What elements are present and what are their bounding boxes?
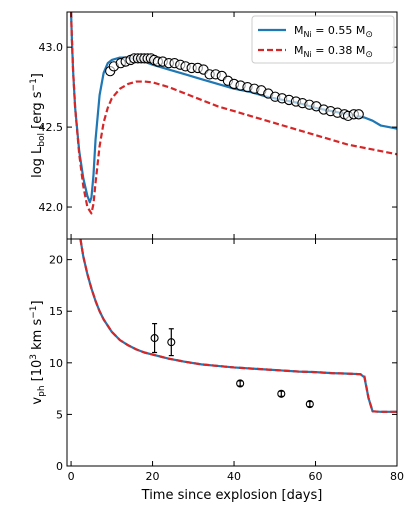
bottom-y-axis-label: vph [103 km s−1] [29,300,47,404]
xtick-label: 0 [68,470,75,483]
xtick-label: 20 [146,470,160,483]
bottom-obs-point [236,379,245,388]
top-ytick-label: 43.0 [39,41,64,54]
bottom-y-ticks: 0 5 10 15 20 [49,254,397,473]
top-obs-point [353,109,364,120]
bottom-obs-point [150,334,159,343]
bottom-ytick-label: 15 [49,305,63,318]
top-observations [105,53,364,122]
bottom-ytick-label: 20 [49,254,63,267]
bottom-obs-point [305,400,314,409]
legend-label-0-55: MNi = 0.55 M⊙ [294,24,373,40]
bottom-x-ticks: 0 20 40 60 80 [68,239,404,483]
bottom-obs-point [277,389,286,398]
top-panel: 42.0 42.5 43.0 log Lbol [erg s−1] MNi = 0.… [29,11,398,240]
top-y-axis-label: log Lbol [erg s−1] [29,73,47,178]
legend-box [251,15,395,64]
xtick-label: 40 [227,470,241,483]
x-axis-label: Time since explosion [days] [141,488,323,503]
bottom-ytick-label: 5 [56,408,63,421]
bottom-obs-point [167,338,176,347]
bottom-ytick-label: 0 [56,460,63,473]
legend-label-0-38: MNi = 0.38 M⊙ [294,44,373,60]
legend: MNi = 0.55 M⊙ MNi = 0.38 M⊙ [251,15,395,64]
bottom-plot-frame [66,238,398,467]
xtick-label: 60 [309,470,323,483]
top-ytick-label: 42.0 [39,201,64,214]
bottom-series-lines [79,238,397,413]
bottom-observations [150,323,314,409]
xtick-label: 80 [390,470,404,483]
bottom-series-line-1 [79,238,397,413]
bottom-panel: 0 5 10 15 20 0 20 40 60 80 vph [103 km s−1] Time… [29,238,404,503]
top-ytick-label: 42.5 [39,121,64,134]
top-series-line-1 [69,11,398,215]
bottom-ytick-label: 10 [49,357,63,370]
